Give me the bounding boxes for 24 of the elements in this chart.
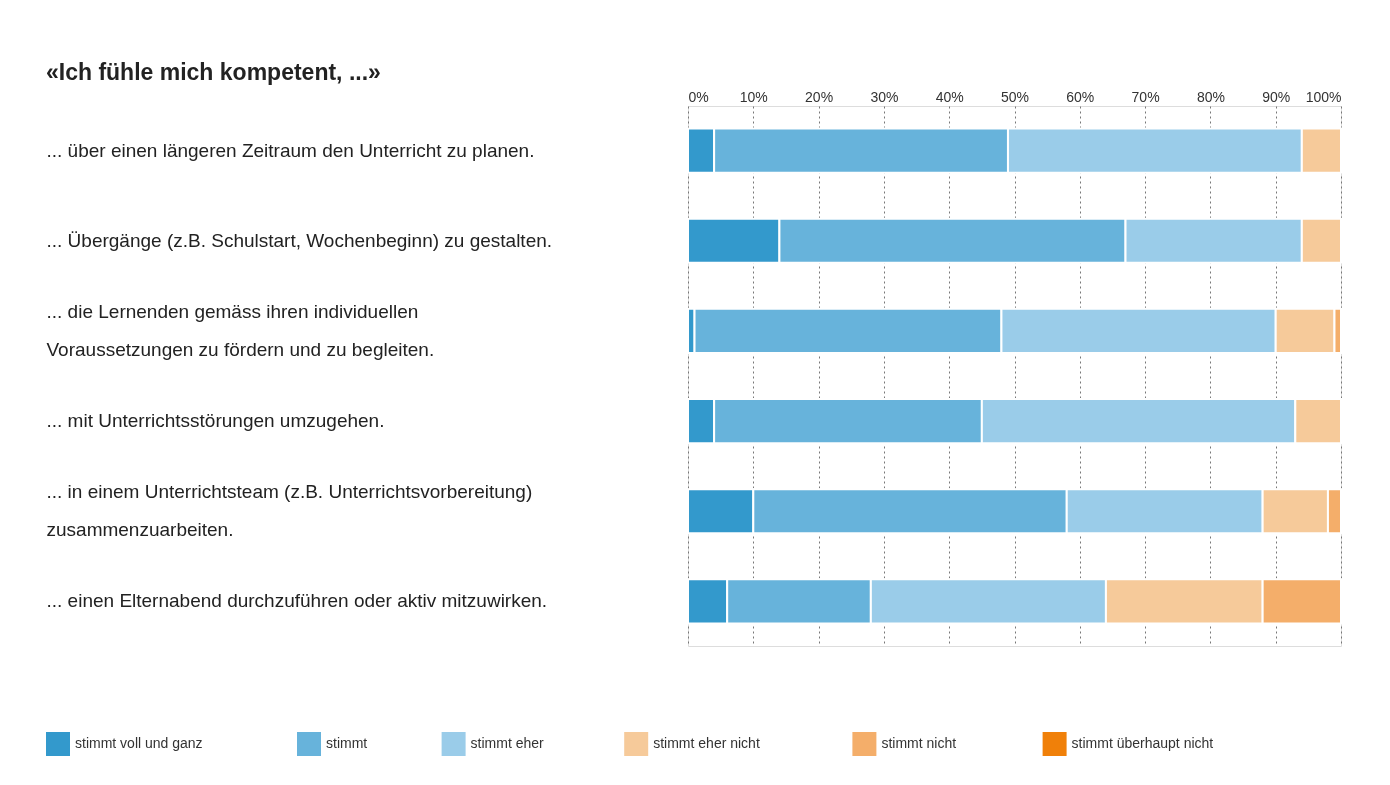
x-tick-label: 50% xyxy=(1000,88,1030,105)
x-tick-label: 30% xyxy=(870,88,899,105)
text: «Ich fühle mich kompetent, ...» xyxy=(46,59,381,85)
legend-label: stimmt voll und ganz xyxy=(75,735,203,751)
y-tick-label: ... mit Unterrichtsstörungen umzugehen. xyxy=(46,410,385,432)
x-tick-label: 0% xyxy=(688,88,709,105)
legend-label: stimmt eher xyxy=(470,735,545,751)
y-tick-label: ... Übergänge (z.B. Schulstart, Wochenbeginn) zu gestalten. xyxy=(46,229,553,251)
x-tick-label: 90% xyxy=(1262,88,1291,105)
x-tick-label: 70% xyxy=(1131,88,1160,105)
x-tick-label: 60% xyxy=(1066,88,1095,105)
x-tick-label: 40% xyxy=(935,88,964,105)
y-tick-label: ... in einem Unterrichtsteam (z.B. Unterrichtsvorbereitung) zusammenzuarbeiten. xyxy=(46,481,533,541)
legend-label: stimmt nicht xyxy=(881,735,957,751)
legend-label: stimmt eher nicht xyxy=(653,735,760,751)
x-tick-label: 80% xyxy=(1196,88,1225,105)
y-tick-label: ... einen Elternabend durchzuführen oder aktiv mitzuwirken. xyxy=(46,590,548,612)
x-tick-label: 20% xyxy=(805,88,834,105)
x-tick-label: 10% xyxy=(739,88,768,105)
y-tick-label: ... die Lernenden gemäss ihren individuellen Voraussetzungen zu fördern und zu begleiten. xyxy=(46,300,435,360)
legend-label: stimmt überhaupt nicht xyxy=(1071,735,1214,751)
y-tick-label: ... über einen längeren Zeitraum den Unterricht zu planen. xyxy=(46,139,535,161)
x-tick-label: 100% xyxy=(1305,88,1342,105)
legend-label: stimmt xyxy=(326,735,368,751)
